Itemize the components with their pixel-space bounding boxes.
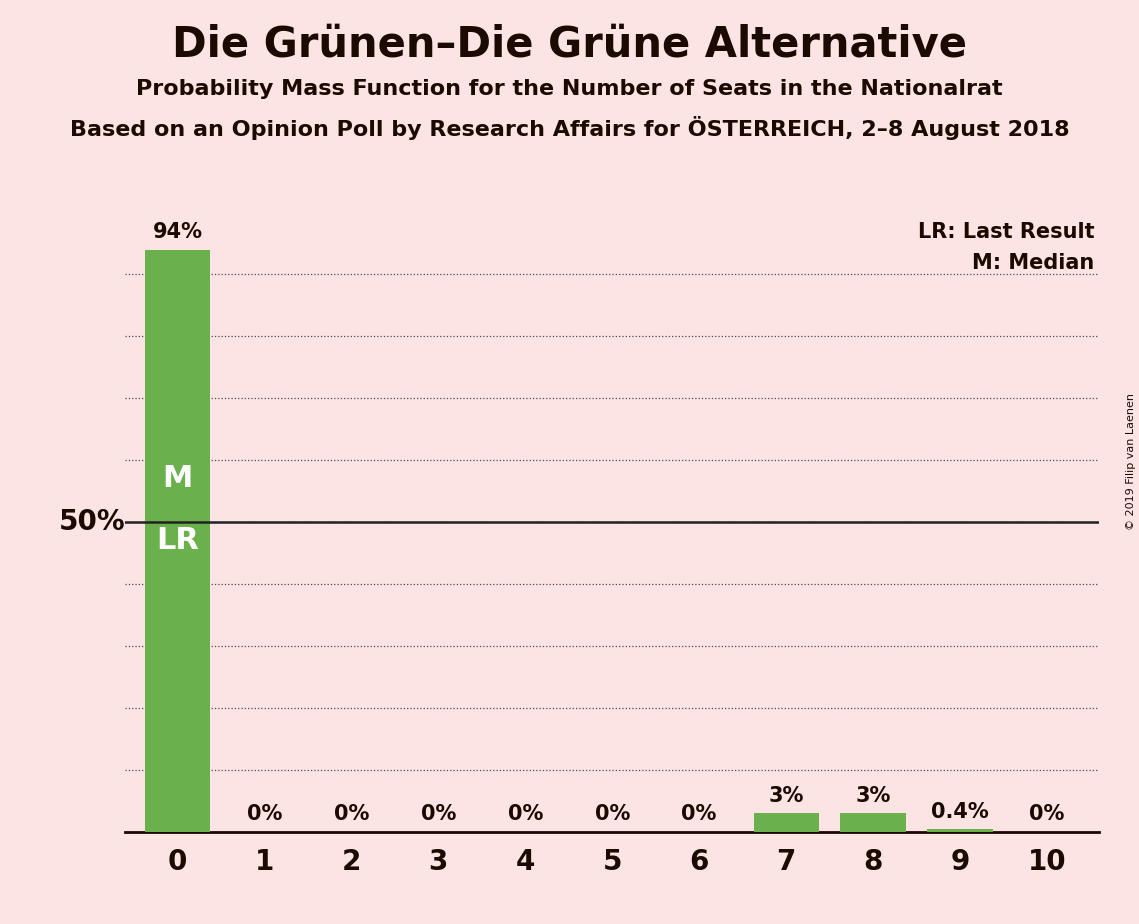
Text: 94%: 94%	[153, 223, 203, 242]
Text: Die Grünen–Die Grüne Alternative: Die Grünen–Die Grüne Alternative	[172, 23, 967, 65]
Text: 0%: 0%	[420, 804, 456, 824]
Text: 3%: 3%	[769, 785, 804, 806]
Text: 0%: 0%	[1030, 804, 1065, 824]
Text: LR: Last Result: LR: Last Result	[918, 222, 1095, 242]
Text: 0%: 0%	[508, 804, 543, 824]
Text: 0.4%: 0.4%	[932, 802, 989, 821]
Text: 50%: 50%	[59, 508, 125, 536]
Bar	[754, 813, 819, 832]
Text: 0%: 0%	[595, 804, 630, 824]
Bar	[841, 813, 906, 832]
Text: 0%: 0%	[681, 804, 716, 824]
Bar	[145, 249, 210, 832]
Text: 0%: 0%	[247, 804, 282, 824]
Text: M: Median: M: Median	[972, 253, 1095, 273]
Bar	[927, 829, 992, 832]
Text: Probability Mass Function for the Number of Seats in the Nationalrat: Probability Mass Function for the Number…	[137, 79, 1002, 99]
Text: 3%: 3%	[855, 785, 891, 806]
Text: LR: LR	[156, 526, 199, 555]
Text: M: M	[162, 464, 192, 493]
Text: 0%: 0%	[334, 804, 369, 824]
Text: Based on an Opinion Poll by Research Affairs for ÖSTERREICH, 2–8 August 2018: Based on an Opinion Poll by Research Aff…	[69, 116, 1070, 140]
Text: © 2019 Filip van Laenen: © 2019 Filip van Laenen	[1126, 394, 1136, 530]
